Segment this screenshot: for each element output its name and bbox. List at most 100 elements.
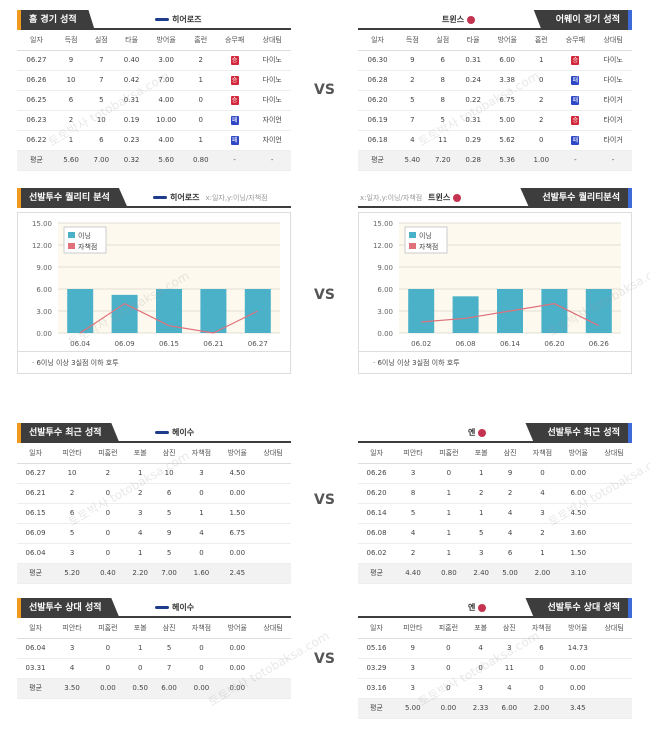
result-cell: 패 bbox=[215, 130, 254, 151]
table-cell: 7 bbox=[86, 50, 117, 71]
table-cell: 0 bbox=[183, 543, 220, 564]
x-tick-label: 06.04 bbox=[70, 340, 91, 348]
y-tick-label: 0.00 bbox=[377, 330, 393, 338]
table-cell: 2 bbox=[54, 483, 90, 504]
table-cell: 평균 bbox=[17, 150, 56, 171]
table-row: 03.29 3 0 0 11 0 0.00 bbox=[358, 658, 632, 679]
table-cell: 4 bbox=[495, 503, 525, 524]
twins-logo-icon bbox=[478, 428, 487, 437]
table-cell: 03.29 bbox=[358, 658, 395, 679]
table-cell bbox=[255, 658, 291, 679]
table-cell: 0 bbox=[89, 638, 126, 659]
innings-bar bbox=[408, 289, 435, 333]
versus-left-team: 헤이수 bbox=[155, 602, 194, 613]
result-cell: 패 bbox=[556, 90, 595, 111]
table-row: 06.23 2 10 0.19 10.00 0 패 자이언 bbox=[17, 110, 291, 131]
table-cell: 2.20 bbox=[125, 563, 155, 584]
column-header: 삼진 bbox=[154, 618, 184, 639]
table-row: 05.16 9 0 4 3 6 14.73 bbox=[358, 638, 632, 659]
table-cell: 4.00 bbox=[146, 90, 186, 111]
away-team-label: 트윈스 bbox=[442, 14, 476, 25]
recent-left-team: 헤이수 bbox=[155, 427, 194, 438]
vs-label: VS bbox=[314, 651, 335, 667]
average-row: 평균 4.40 0.80 2.40 5.00 2.00 3.10 bbox=[358, 563, 632, 584]
table-cell: 0 bbox=[523, 658, 560, 679]
home-record-table: 일자 득점 실점 타율 방어율 홈런 승무패 상대팀 06.27 9 7 0.40 3.00 2 승 다이노 0… bbox=[17, 30, 291, 171]
column-header: 방어율 bbox=[219, 618, 256, 639]
table-cell: 4.50 bbox=[219, 463, 256, 484]
table-cell: 10.00 bbox=[146, 110, 186, 131]
table-cell: 0.80 bbox=[185, 150, 216, 171]
table-cell: 평균 bbox=[358, 563, 396, 584]
table-cell: 6.00 bbox=[154, 678, 184, 699]
table-cell: 0 bbox=[89, 523, 126, 544]
column-header: 타율 bbox=[457, 30, 489, 51]
column-header: 상대팀 bbox=[594, 30, 632, 51]
column-header: 포볼 bbox=[466, 618, 495, 639]
table-cell: 0.00 bbox=[559, 678, 597, 699]
table-cell: 3 bbox=[494, 638, 524, 659]
table-cell: 06.28 bbox=[358, 70, 398, 91]
average-row: 평균 5.20 0.40 2.20 7.00 1.60 2.45 bbox=[17, 563, 291, 584]
column-header: 홈런 bbox=[526, 30, 557, 51]
average-row: 평균 3.50 0.00 0.50 6.00 0.00 0.00 bbox=[17, 678, 291, 699]
table-cell: 0.23 bbox=[116, 130, 147, 151]
quality-left-panel: 선발투수 퀄리티 분석 히어로즈 x:일자,y:이닝/자책점 0.00 3.00 6.… bbox=[17, 188, 291, 374]
table-cell: 평균 bbox=[17, 563, 55, 584]
result-cell: 승 bbox=[215, 50, 254, 71]
table-cell: 6.75 bbox=[219, 523, 256, 544]
table-cell: 2 bbox=[397, 70, 428, 91]
quality-right-note: · 6이닝 이상 3실점 이하 호투 bbox=[358, 352, 632, 374]
table-cell: 8 bbox=[395, 483, 431, 504]
table-cell: 0.28 bbox=[457, 150, 489, 171]
table-row: 06.21 2 0 2 6 0 0.00 bbox=[17, 483, 291, 504]
table-row: 06.08 4 1 5 4 2 3.60 bbox=[358, 523, 632, 544]
table-cell: 06.27 bbox=[17, 463, 55, 484]
table-row: 06.04 3 0 1 5 0 0.00 bbox=[17, 543, 291, 564]
table-cell: 06.18 bbox=[358, 130, 398, 151]
table-cell bbox=[255, 678, 291, 699]
quality-right-panel: 선발투수 퀄리티분석 x:일자,y:이닝/자책점 트윈스 0.00 3.00 6.00… bbox=[358, 188, 632, 374]
average-row: 평균 5.00 0.00 2.33 6.00 2.00 3.45 bbox=[358, 698, 632, 719]
table-cell: 14.73 bbox=[559, 638, 597, 659]
table-cell: 7 bbox=[86, 70, 117, 91]
table-cell: 다이노 bbox=[253, 90, 291, 111]
recent-right-title: 선발투수 최근 성적 bbox=[525, 423, 632, 443]
column-header: 피안타 bbox=[394, 618, 431, 639]
table-cell: 4.40 bbox=[395, 563, 431, 584]
table-cell: 10 bbox=[55, 70, 87, 91]
table-cell: 2.33 bbox=[466, 698, 495, 719]
y-tick-label: 6.00 bbox=[377, 286, 393, 294]
table-row: 06.15 6 0 3 5 1 1.50 bbox=[17, 503, 291, 524]
table-cell: 1.50 bbox=[219, 503, 256, 524]
table-row: 03.31 4 0 0 7 0 0.00 bbox=[17, 658, 291, 679]
table-cell: 0 bbox=[183, 483, 220, 504]
table-cell: 0.00 bbox=[219, 638, 256, 659]
column-header: 자책점 bbox=[524, 443, 561, 464]
table-cell bbox=[596, 483, 632, 504]
table-cell: 1 bbox=[125, 638, 155, 659]
table-cell: 0.40 bbox=[89, 563, 126, 584]
table-cell: 06.02 bbox=[358, 543, 396, 564]
table-cell: 0.00 bbox=[430, 698, 467, 719]
innings-bar bbox=[200, 289, 227, 333]
column-header: 포볼 bbox=[466, 443, 496, 464]
table-cell: 5 bbox=[86, 90, 117, 111]
column-header: 상대팀 bbox=[255, 443, 291, 464]
table-cell: 03.16 bbox=[358, 678, 395, 699]
column-header: 피안타 bbox=[395, 443, 431, 464]
table-row: 06.20 5 8 0.22 6.75 2 패 타이거 bbox=[358, 90, 632, 111]
table-cell: 5.60 bbox=[55, 150, 87, 171]
column-header: 피홈런 bbox=[430, 443, 467, 464]
table-cell: 1 bbox=[526, 50, 557, 71]
table-cell: 0.19 bbox=[116, 110, 147, 131]
table-cell: 0.00 bbox=[560, 463, 597, 484]
table-cell: 06.20 bbox=[358, 90, 398, 111]
column-header: 피안타 bbox=[54, 443, 90, 464]
y-tick-label: 15.00 bbox=[373, 220, 393, 228]
table-cell: 4 bbox=[183, 523, 220, 544]
column-header: 피홈런 bbox=[89, 443, 126, 464]
innings-bar bbox=[156, 289, 182, 333]
innings-bar bbox=[585, 289, 612, 333]
